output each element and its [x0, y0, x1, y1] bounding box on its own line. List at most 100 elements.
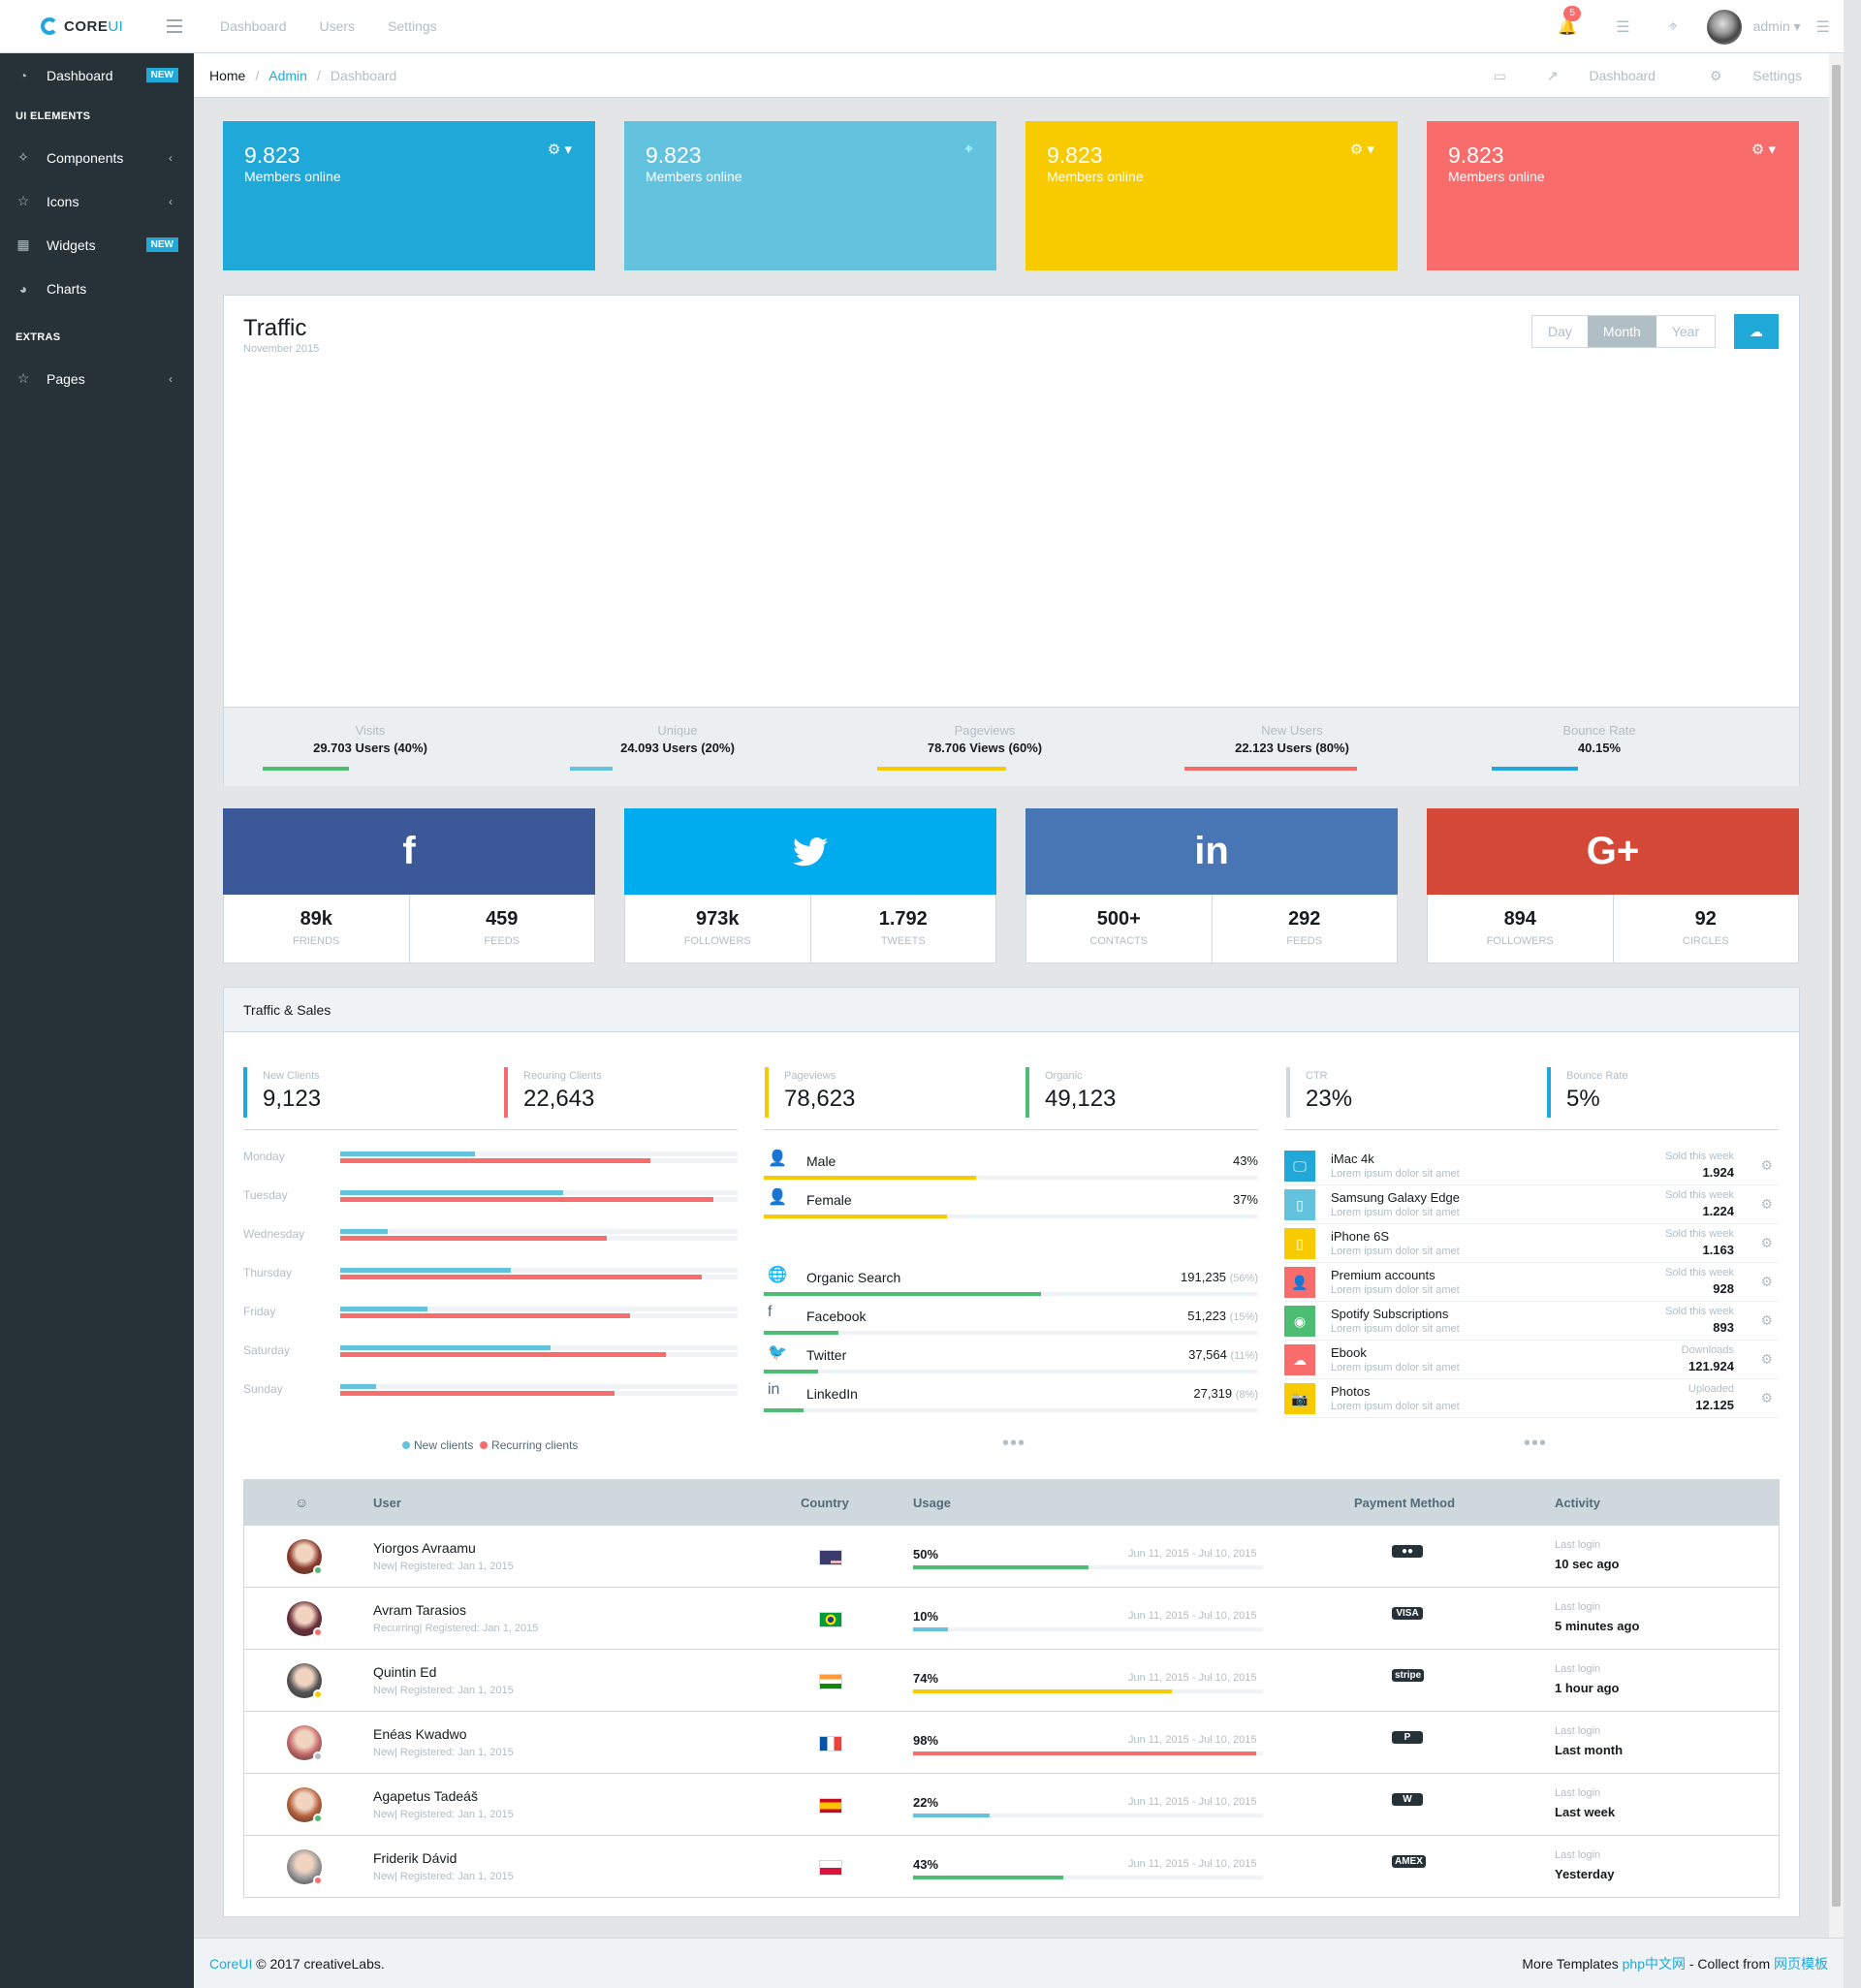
- status-dot: [313, 1814, 323, 1823]
- gender-value: 43%: [1232, 1153, 1258, 1168]
- sidebar-item-components[interactable]: ✧ Components ‹: [0, 136, 194, 179]
- social-key: followers: [1486, 935, 1554, 947]
- callout-value: 5%: [1566, 1086, 1600, 1112]
- source-percent: (15%): [1229, 1311, 1258, 1323]
- sidebar-item-charts[interactable]: ◕ Charts: [0, 267, 194, 310]
- breadcrumb-admin[interactable]: Admin: [268, 67, 307, 83]
- settings-icon[interactable]: ⚙: [1760, 1312, 1773, 1328]
- more-dots-icon[interactable]: •••: [1524, 1433, 1548, 1454]
- sales-item-value: 893: [1713, 1320, 1734, 1335]
- settings-icon[interactable]: ⚙: [1760, 1196, 1773, 1212]
- chevron-left-icon: ‹: [169, 371, 173, 386]
- chevron-left-icon: ‹: [169, 194, 173, 208]
- table-row[interactable]: Quintin Ed New| Registered: Jan 1, 2015 74…: [244, 1649, 1779, 1711]
- period-day-button[interactable]: Day: [1548, 324, 1572, 339]
- metric-value: 24.093 Users (20%): [620, 741, 735, 755]
- metric-progress: [877, 767, 1092, 771]
- flag-us-icon: [819, 1550, 842, 1565]
- monitor-icon: 🖵: [1284, 1151, 1315, 1182]
- aside-menu-toggle-icon[interactable]: ☰: [1815, 18, 1830, 36]
- sidebar-section-title: EXTRAS: [16, 331, 61, 343]
- topnav-settings[interactable]: Settings: [388, 18, 437, 34]
- breadcrumb-settings-link[interactable]: ⚙ Settings: [1696, 68, 1815, 84]
- col-payment[interactable]: Payment Method: [1354, 1495, 1456, 1510]
- source-row: f Facebook 51,223 (15%): [764, 1300, 1258, 1339]
- sales-item-desc: Lorem ipsum dolor sit amet: [1331, 1284, 1460, 1296]
- callout-value: 23%: [1306, 1086, 1353, 1112]
- sidebar-item-widgets[interactable]: ▦ Widgets NEW: [0, 223, 194, 267]
- scrollbar-thumb[interactable]: [1832, 65, 1841, 1907]
- google-wallet-icon: W: [1392, 1793, 1423, 1806]
- breadcrumb-home[interactable]: Home: [209, 67, 246, 83]
- progress-fill: [1184, 767, 1357, 771]
- col-user[interactable]: User: [373, 1495, 401, 1510]
- metric-value: 78.706 Views (60%): [927, 741, 1043, 755]
- progress-fill: [340, 1268, 512, 1273]
- source-value: 191,235 (56%): [1181, 1270, 1258, 1284]
- new-badge: NEW: [145, 68, 178, 82]
- speech-icon[interactable]: ▭: [1493, 67, 1506, 83]
- sidebar-toggle-icon[interactable]: [167, 19, 182, 33]
- page-scrollbar[interactable]: [1829, 53, 1844, 1938]
- footer-link[interactable]: php中文网: [1622, 1955, 1686, 1972]
- col-country[interactable]: Country: [801, 1495, 849, 1510]
- topnav-users[interactable]: Users: [319, 18, 356, 34]
- sidebar-item-icons[interactable]: ☆ Icons ‹: [0, 179, 194, 223]
- traffic-card: Traffic November 2015 Day Month Year ☁ V…: [223, 295, 1800, 786]
- period-year-button[interactable]: Year: [1671, 324, 1700, 339]
- progress-fill: [913, 1814, 991, 1817]
- sales-item-key: Sold this week: [1665, 1306, 1734, 1317]
- table-row[interactable]: Agapetus Tadeáš New| Registered: Jan 1, 2…: [244, 1773, 1779, 1835]
- list-icon[interactable]: ☰: [1616, 18, 1630, 36]
- user-name: Friderik Dávid: [373, 1850, 457, 1866]
- location-pin-icon[interactable]: ⌖: [1668, 17, 1678, 35]
- callout-bounce-rate: Bounce Rate 5%: [1547, 1067, 1628, 1118]
- weekday-label: Thursday: [243, 1266, 293, 1279]
- settings-dropdown-icon[interactable]: ⚙ ▾: [1751, 142, 1776, 158]
- breadcrumb-settings-label: Settings: [1752, 67, 1802, 83]
- legend-dot: [480, 1441, 489, 1449]
- bell-icon[interactable]: 🔔 5: [1558, 5, 1581, 37]
- settings-dropdown-icon[interactable]: ⚙ ▾: [547, 142, 572, 158]
- location-pin-icon[interactable]: ⌖: [964, 141, 973, 157]
- speedometer-icon: ◔: [18, 67, 28, 83]
- sidebar-item-dashboard[interactable]: ◔ Dashboard NEW: [0, 53, 194, 97]
- col-activity[interactable]: Activity: [1555, 1495, 1600, 1510]
- stripe-icon: stripe: [1392, 1669, 1425, 1682]
- progress-fill: [340, 1345, 552, 1350]
- sales-item-desc: Lorem ipsum dolor sit amet: [1331, 1401, 1460, 1412]
- settings-icon[interactable]: ⚙: [1760, 1157, 1773, 1173]
- brand-logo[interactable]: CORE UI: [0, 0, 194, 53]
- sales-item: ▯ Samsung Galaxy Edge Lorem ipsum dolor si…: [1284, 1185, 1779, 1224]
- table-row[interactable]: Yiorgos Avraamu New| Registered: Jan 1, 2…: [244, 1525, 1779, 1587]
- settings-icon[interactable]: ⚙: [1760, 1274, 1773, 1289]
- settings-icon[interactable]: ⚙: [1760, 1235, 1773, 1250]
- settings-dropdown-icon[interactable]: ⚙ ▾: [1349, 142, 1374, 158]
- sidebar-item-pages[interactable]: ☆ Pages ‹: [0, 357, 194, 400]
- gender-progress: [764, 1215, 1258, 1218]
- settings-icon[interactable]: ⚙: [1760, 1390, 1773, 1405]
- metric-title: New Users: [1261, 723, 1323, 738]
- cloud-download-icon[interactable]: ☁: [1734, 314, 1779, 349]
- callout-organic: Organic 49,123: [1025, 1067, 1116, 1118]
- period-month-button[interactable]: Month: [1587, 316, 1656, 347]
- more-dots-icon[interactable]: •••: [1002, 1433, 1026, 1454]
- user-name: Yiorgos Avraamu: [373, 1540, 476, 1556]
- cloud-download-icon: ☁: [1284, 1344, 1315, 1375]
- user-avatar[interactable]: [1706, 9, 1742, 45]
- social-stat: 500+ contacts: [1026, 895, 1212, 962]
- footer-link[interactable]: 网页模板: [1774, 1955, 1828, 1972]
- breadcrumb-dashboard-link[interactable]: ↗ Dashboard: [1533, 68, 1669, 84]
- user-menu[interactable]: admin ▾: [1753, 18, 1801, 35]
- table-row[interactable]: Enéas Kwadwo New| Registered: Jan 1, 2015…: [244, 1711, 1779, 1773]
- usage-value: 50%: [913, 1547, 939, 1562]
- topnav-dashboard[interactable]: Dashboard: [220, 18, 287, 34]
- progress-fill: [340, 1229, 389, 1234]
- table-row[interactable]: Avram Tarasios Recurring| Registered: Jan…: [244, 1587, 1779, 1649]
- col-usage[interactable]: Usage: [913, 1495, 952, 1510]
- footer-brand-link[interactable]: CoreUI: [209, 1955, 253, 1972]
- amex-icon: AMEX: [1392, 1855, 1426, 1868]
- stat-card: 9.823 Members online ⚙ ▾: [1427, 121, 1799, 270]
- table-row[interactable]: Friderik Dávid New| Registered: Jan 1, 20…: [244, 1835, 1779, 1897]
- settings-icon[interactable]: ⚙: [1760, 1351, 1773, 1367]
